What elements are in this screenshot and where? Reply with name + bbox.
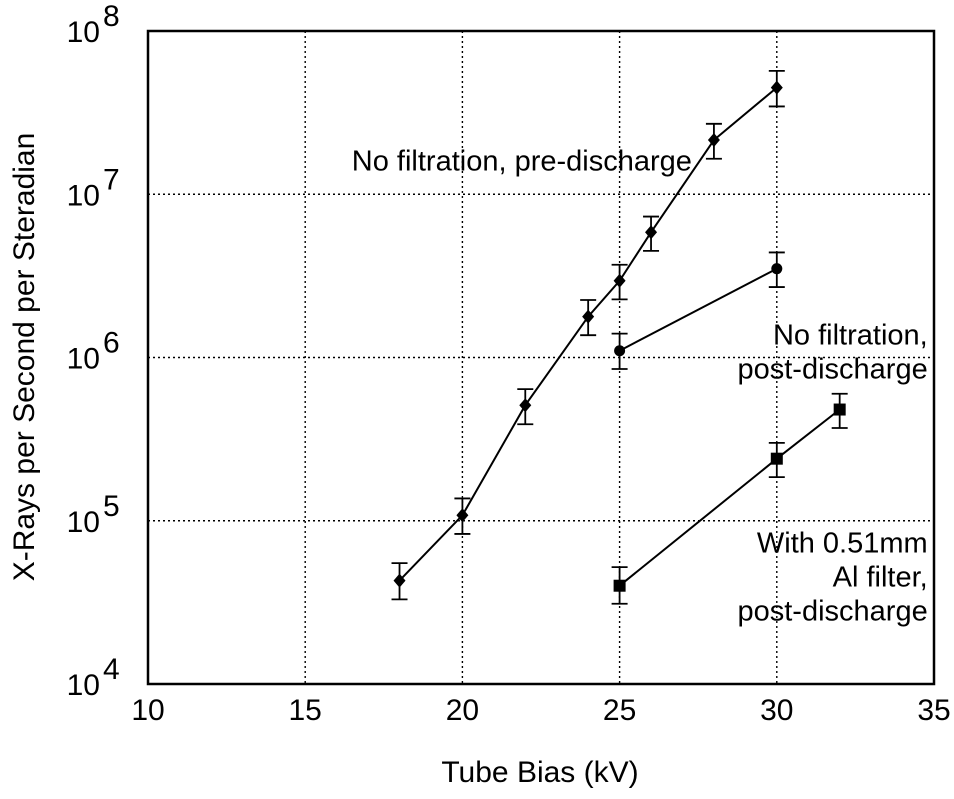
series-annotation: No filtration, post-discharge <box>737 320 927 386</box>
data-point <box>393 573 406 588</box>
y-tick-label: 10 <box>67 16 100 49</box>
x-tick-label: 20 <box>446 694 479 727</box>
y-tick-exponent: 6 <box>103 327 120 360</box>
annotation-line: post-discharge <box>737 595 927 627</box>
series-line <box>398 86 778 582</box>
y-tick-label: 10 <box>67 179 100 212</box>
series-line <box>619 267 778 352</box>
data-point <box>771 263 783 275</box>
series-1 <box>391 69 785 601</box>
series-3 <box>611 392 848 605</box>
x-axis-title: Tube Bias (kV) <box>441 756 638 789</box>
data-point <box>519 398 532 413</box>
series-annotation: With 0.51mm Al filter, post-discharge <box>737 527 927 627</box>
y-tick-exponent: 5 <box>103 490 120 523</box>
data-point <box>613 273 626 288</box>
series-2 <box>611 251 785 370</box>
annotations: No filtration, pre-discharge No filtratio… <box>352 145 928 627</box>
data-point <box>770 452 783 465</box>
data-point <box>613 579 626 592</box>
data-point <box>645 225 658 240</box>
y-tick-label: 10 <box>67 669 100 702</box>
x-tick-label: 25 <box>603 694 636 727</box>
x-tick-label: 30 <box>760 694 793 727</box>
y-tick-exponent: 4 <box>103 653 120 686</box>
y-tick-exponent: 8 <box>103 0 120 33</box>
data-point <box>456 508 469 523</box>
x-tick-label: 10 <box>131 694 164 727</box>
series-layer <box>391 69 848 605</box>
data-point <box>833 403 846 416</box>
annotation-line: No filtration, pre-discharge <box>352 145 692 177</box>
data-point <box>707 132 720 147</box>
data-point <box>770 80 783 95</box>
data-point <box>614 345 626 357</box>
annotation-line: Al filter, <box>833 561 928 593</box>
annotation-line: With 0.51mm <box>757 527 928 559</box>
y-tick-exponent: 7 <box>103 163 120 196</box>
x-tick-label: 35 <box>917 694 950 727</box>
x-tick-label: 15 <box>289 694 322 727</box>
data-point <box>582 309 595 324</box>
annotation-line: No filtration, <box>773 320 928 352</box>
annotation-line: post-discharge <box>737 354 927 386</box>
y-axis-title: X-Rays per Second per Steradian <box>8 133 41 582</box>
series-annotation: No filtration, pre-discharge <box>352 145 692 177</box>
y-tick-label: 10 <box>67 343 100 376</box>
plot-frame <box>146 29 936 686</box>
y-tick-label: 10 <box>67 506 100 539</box>
